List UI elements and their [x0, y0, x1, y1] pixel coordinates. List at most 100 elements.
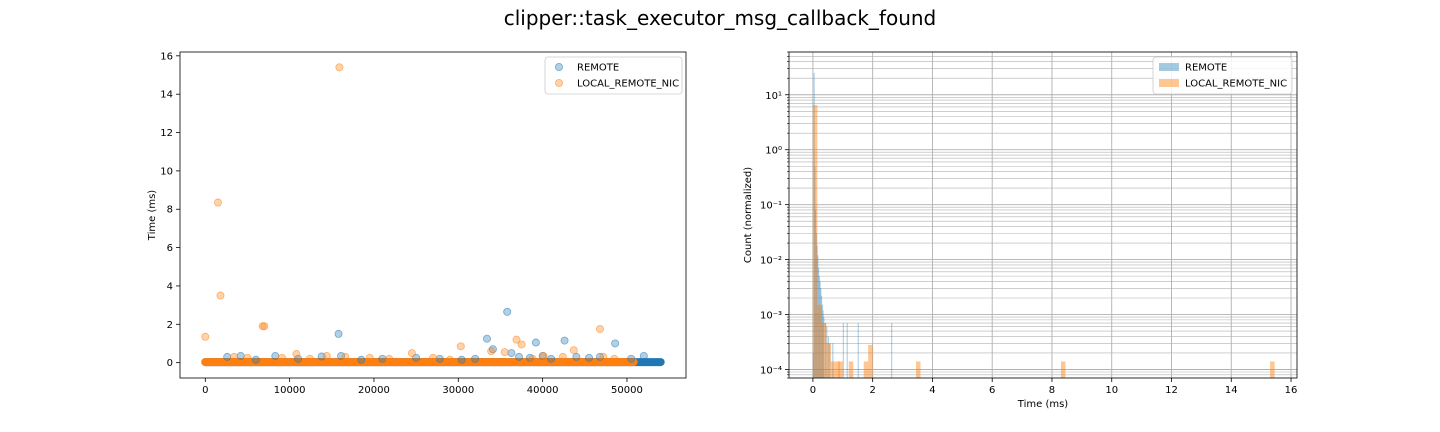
histogram-legend-swatch: [1159, 63, 1179, 71]
histogram-legend: REMOTE LOCAL_REMOTE_NIC: [1152, 56, 1293, 95]
scatter-point-remote: [223, 352, 232, 361]
histogram-legend-label: REMOTE: [1185, 63, 1227, 74]
scatter-legend-box: [544, 56, 683, 95]
scatter-point-remote: [334, 329, 343, 338]
histogram-bar-remote: [818, 276, 820, 378]
scatter-point-local-remote-nic: [385, 354, 394, 363]
histogram-bar-remote: [829, 343, 831, 378]
scatter-point-remote: [471, 354, 480, 363]
histogram-bar-local-remote-nic: [835, 361, 840, 378]
scatter-point-remote: [560, 336, 569, 345]
scatter-y-tick-label: 2: [167, 320, 173, 331]
scatter-point-local-remote-nic: [595, 325, 604, 334]
histogram-bar-remote: [846, 323, 848, 378]
histogram-bar-local-remote-nic: [848, 361, 854, 378]
scatter-point-remote: [627, 354, 636, 363]
scatter-point-local-remote-nic: [407, 349, 416, 358]
scatter-point-local-remote-nic: [292, 350, 301, 359]
scatter-point-local-remote-nic: [445, 355, 454, 364]
scatter-point-local-remote-nic: [216, 291, 225, 300]
histogram-bar-local-remote-nic: [817, 304, 822, 378]
histogram-x-tick-label: 8: [1049, 385, 1055, 396]
scatter-point-remote: [503, 307, 512, 316]
histogram-bar-remote: [815, 233, 817, 378]
histogram-bar-remote: [832, 343, 834, 378]
histogram-y-tick-label: 10⁻³: [760, 311, 782, 322]
scatter-point-remote: [585, 353, 594, 362]
histogram-axes-frame: [788, 51, 1298, 379]
scatter-x-tick-label: 10000: [274, 385, 306, 396]
scatter-x-tick-label: 50000: [611, 385, 643, 396]
histogram-bar-local-remote-nic: [1270, 361, 1275, 378]
scatter-point-local-remote-nic: [341, 352, 350, 361]
scatter-point-remote: [531, 338, 540, 347]
scatter-point-remote: [357, 355, 366, 364]
scatter-point-remote: [482, 334, 491, 343]
scatter-y-tick-label: 8: [167, 205, 173, 216]
scatter-plot-area: [201, 63, 665, 367]
scatter-axes-frame: [179, 51, 687, 379]
histogram-legend-swatch: [1159, 79, 1179, 87]
scatter-point-remote: [507, 349, 516, 358]
histogram-bar-remote: [821, 295, 823, 378]
scatter-point-local-remote-nic: [260, 322, 269, 331]
scatter-point-local-remote-nic: [322, 351, 331, 360]
histogram-bar-remote: [891, 323, 893, 378]
histogram-x-tick-label: 12: [1165, 385, 1178, 396]
histogram-bar-remote: [820, 288, 822, 378]
scatter-point-remote: [378, 354, 387, 363]
scatter-point-local-remote-nic: [213, 198, 222, 207]
histogram-x-tick-label: 0: [810, 385, 816, 396]
scatter-y-tick-label: 10: [160, 166, 173, 177]
histogram-bar-remote: [815, 209, 817, 378]
scatter-y-tick-label: 0: [167, 358, 173, 369]
scatter-point-local-remote-nic: [305, 354, 314, 363]
scatter-point-local-remote-nic: [528, 354, 537, 363]
histogram-y-tick-label: 10⁻⁴: [760, 365, 782, 376]
histogram-bar-local-remote-nic: [916, 361, 921, 378]
histogram-x-tick-label: 4: [929, 385, 935, 396]
scatter-point-local-remote-nic: [558, 352, 567, 361]
figure-title: clipper::task_executor_msg_callback_foun…: [504, 6, 937, 30]
scatter-point-local-remote-nic: [456, 342, 465, 351]
histogram-bar-local-remote-nic: [838, 361, 843, 378]
histogram-x-tick-label: 2: [869, 385, 875, 396]
scatter-point-local-remote-nic: [335, 63, 344, 72]
histogram-legend-box: [1152, 56, 1293, 95]
histogram-x-axis-label: Time (ms): [1017, 399, 1069, 410]
scatter-point-local-remote-nic: [512, 335, 521, 344]
histogram-bar-local-remote-nic: [1060, 361, 1066, 378]
scatter-point-remote: [457, 355, 466, 364]
scatter-point-local-remote-nic: [569, 346, 578, 355]
histogram-bar-remote: [814, 166, 816, 378]
scatter-point-local-remote-nic: [365, 353, 374, 362]
histogram-bar-local-remote-nic: [826, 343, 831, 378]
scatter-legend-label: LOCAL_REMOTE_NIC: [577, 79, 679, 90]
histogram-x-tick-label: 14: [1225, 385, 1238, 396]
scatter-point-local-remote-nic: [599, 352, 608, 361]
scatter-point-remote: [435, 354, 444, 363]
scatter-x-tick-label: 30000: [442, 385, 474, 396]
histogram-grid: [789, 51, 1297, 379]
histogram-y-tick-label: 10⁻¹: [760, 201, 782, 212]
scatter-point-remote: [294, 354, 303, 363]
histogram-y-tick-label: 10⁰: [765, 146, 782, 157]
scatter-point-remote: [639, 351, 648, 360]
histogram-bar-remote: [819, 281, 821, 378]
histogram-plot-area: [812, 72, 1275, 378]
histogram-bar-remote: [823, 317, 825, 378]
scatter-point-local-remote-nic: [517, 340, 526, 349]
histogram-y-tick-label: 10¹: [765, 91, 782, 102]
histogram-bar-local-remote-nic: [821, 323, 827, 378]
histogram-bar-remote: [822, 310, 824, 378]
scatter-y-tick-label: 4: [167, 281, 173, 292]
scatter-legend-marker: [555, 63, 564, 72]
scatter-point-remote: [515, 352, 524, 361]
histogram-bar-remote: [827, 336, 829, 378]
histogram-y-tick-label: 10⁻²: [760, 256, 782, 267]
histogram-bar-remote: [826, 326, 828, 378]
scatter-y-tick-label: 14: [160, 90, 173, 101]
scatter-plot-panel: 0 10000 20000 30000 40000 50000 0 2 4 6 8 10 12 14 16 T…: [147, 51, 687, 396]
histogram-bar-local-remote-nic: [868, 344, 873, 378]
